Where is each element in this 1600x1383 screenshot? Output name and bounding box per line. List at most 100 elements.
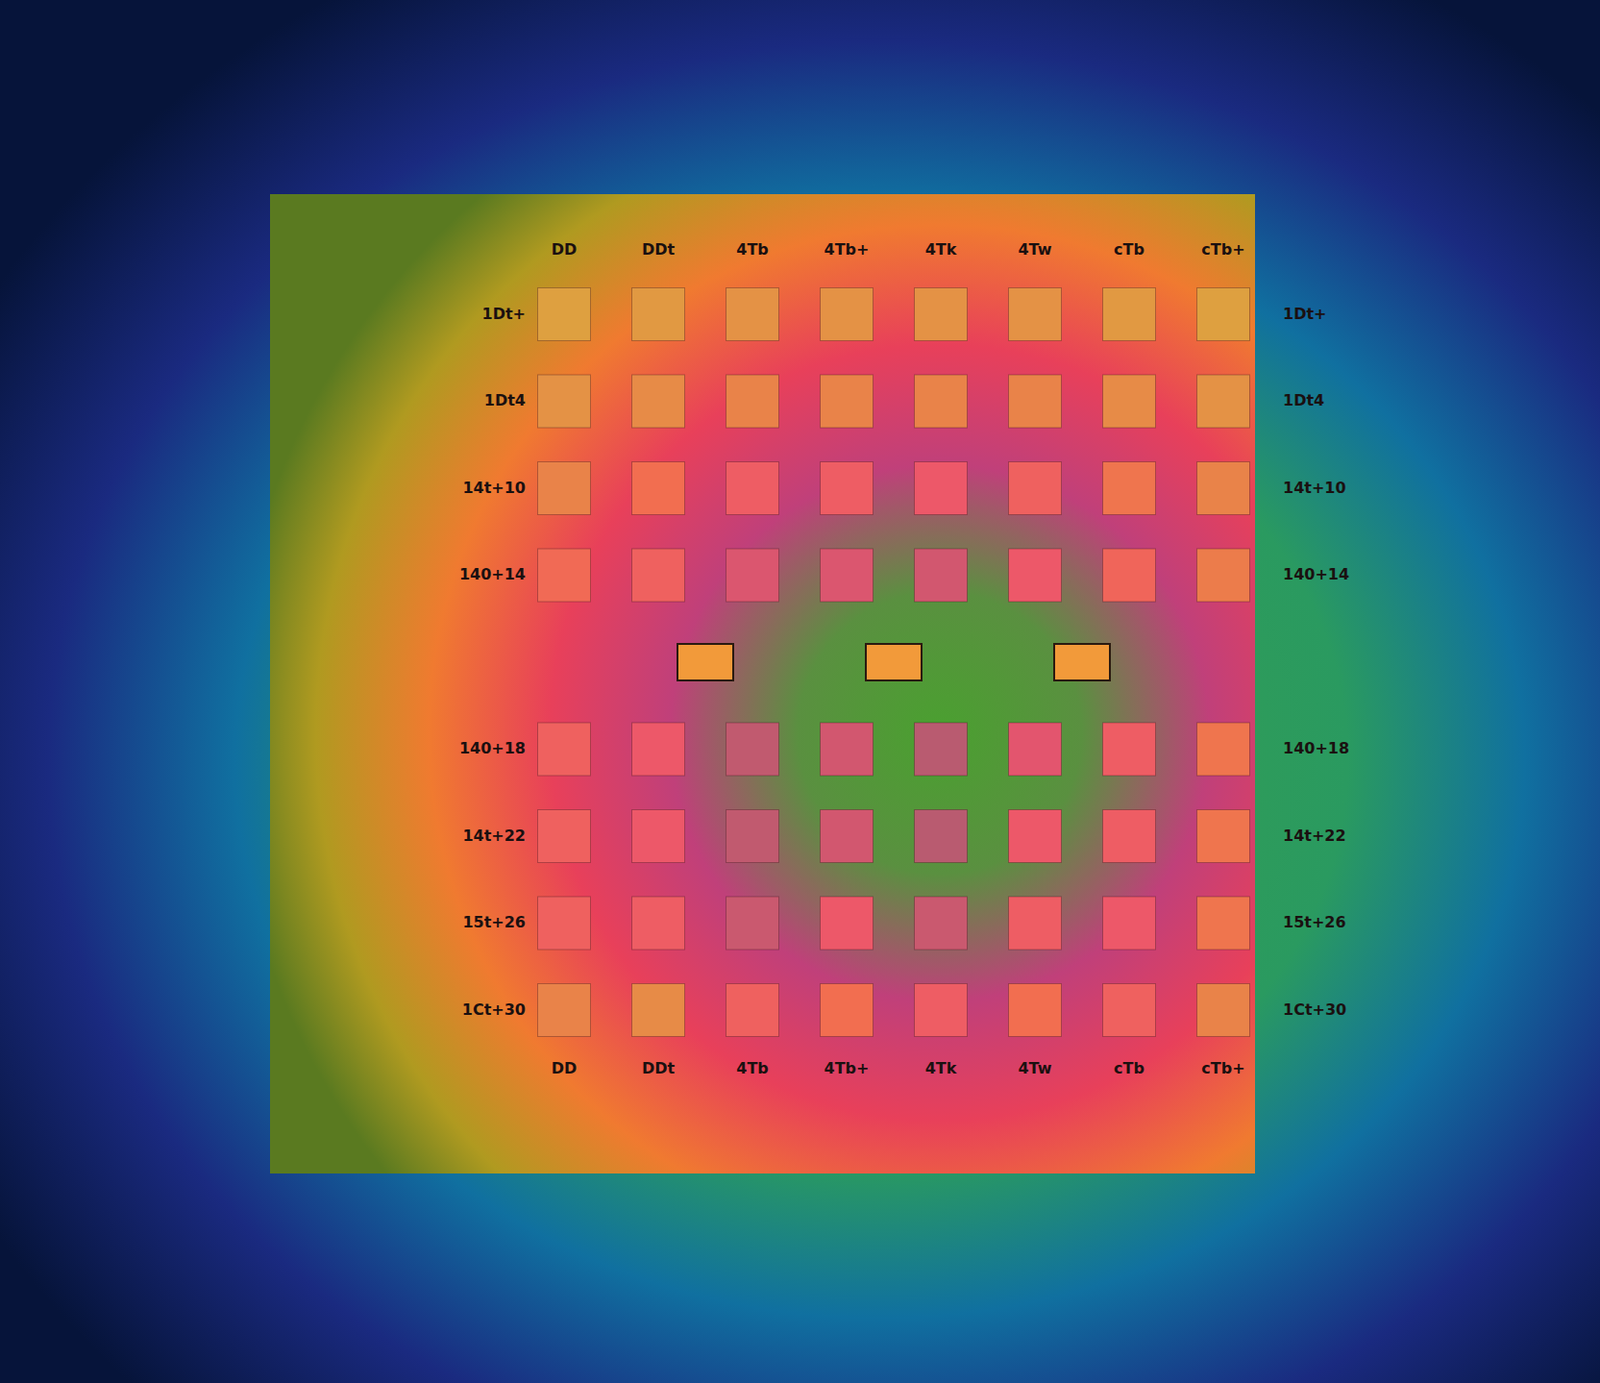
- cell: [632, 374, 686, 428]
- cell: [1103, 722, 1157, 776]
- cell: [1009, 462, 1062, 516]
- cell: [1197, 810, 1251, 863]
- y-tick-label: 14t+22: [462, 826, 526, 845]
- y-tick-label: 140+18: [459, 738, 526, 758]
- cell: [1009, 548, 1062, 602]
- cell: [726, 810, 780, 863]
- y-tick-label: 1Dt+: [1282, 304, 1327, 323]
- x-tick-label: DDt: [641, 1058, 676, 1078]
- cell: [1009, 810, 1062, 863]
- cell: [632, 984, 686, 1037]
- y-tick-label: 140+18: [1282, 738, 1350, 758]
- cell: [820, 984, 874, 1037]
- x-tick-label: 4Tw: [1017, 240, 1052, 259]
- cell: [914, 374, 968, 428]
- cell: [538, 288, 591, 342]
- y-tick-label: 14t+22: [1282, 826, 1347, 845]
- cell: [1103, 810, 1157, 863]
- cell: [1103, 548, 1157, 602]
- cell: [1197, 462, 1251, 516]
- y-tick-label: 140+14: [1282, 565, 1350, 584]
- background: [0, 0, 1600, 1383]
- x-tick-label: 4Tb+: [824, 240, 870, 259]
- y-tick-label: 1Dt4: [1282, 391, 1325, 410]
- cell: [1009, 896, 1062, 950]
- cell: [538, 810, 591, 863]
- y-tick-label: 140+14: [459, 565, 526, 584]
- y-tick-label: 14t+10: [462, 478, 526, 497]
- cell: [632, 722, 686, 776]
- cell: [1009, 984, 1062, 1037]
- cell: [914, 548, 968, 602]
- y-tick-label: 15t+26: [462, 912, 526, 932]
- highlight: [865, 643, 922, 681]
- cell: [1103, 984, 1157, 1037]
- x-tick-label: DD: [551, 240, 578, 259]
- cell: [914, 722, 968, 776]
- cell: [1197, 548, 1251, 602]
- cell: [1197, 288, 1251, 342]
- cell: [538, 374, 591, 428]
- cell: [914, 984, 968, 1037]
- cell: [820, 374, 874, 428]
- cell: [1197, 374, 1251, 428]
- cell: [726, 548, 780, 602]
- x-tick-label: DDt: [641, 240, 676, 259]
- cell: [1103, 896, 1157, 950]
- cell: [632, 462, 686, 516]
- cell: [538, 462, 591, 516]
- panel: [270, 194, 1256, 1174]
- x-tick-label: 4Tw: [1017, 1058, 1052, 1078]
- cell: [1103, 374, 1157, 428]
- cell: [726, 462, 780, 516]
- highlight: [677, 643, 734, 681]
- cell: [632, 548, 686, 602]
- x-tick-label: cTb: [1113, 240, 1145, 259]
- x-tick-label: 4Tk: [925, 240, 958, 259]
- cell: [820, 896, 874, 950]
- cell: [1197, 896, 1251, 950]
- x-tick-label: cTb+: [1201, 1058, 1245, 1078]
- y-tick-label: 1Ct+30: [462, 1000, 526, 1019]
- cell: [914, 896, 968, 950]
- cell: [538, 722, 591, 776]
- cell: [1009, 288, 1062, 342]
- cell: [1009, 374, 1062, 428]
- y-tick-label: 1Ct+30: [1282, 1000, 1347, 1019]
- cell: [1197, 722, 1251, 776]
- x-tick-label: 4Tb: [736, 240, 769, 259]
- cell: [820, 548, 874, 602]
- cell: [726, 896, 780, 950]
- cell: [726, 984, 780, 1037]
- cell: [820, 722, 874, 776]
- cell: [820, 810, 874, 863]
- cell: [914, 810, 968, 863]
- highlight: [1054, 643, 1110, 681]
- chart: DD DDt 4Tb 4Tb+ 4Tk 4Tw cTb cTb+ DD DDt 4Tb 4Tb+ 4Tk…: [0, 0, 1600, 1383]
- y-tick-label: 1Dt+: [482, 304, 526, 323]
- x-tick-label: 4Tb+: [824, 1058, 870, 1078]
- x-tick-label: cTb: [1113, 1058, 1145, 1078]
- cells: [538, 288, 1251, 1037]
- y-tick-label: 15t+26: [1282, 912, 1347, 932]
- y-tick-label: 14t+10: [1282, 478, 1347, 497]
- cell: [726, 722, 780, 776]
- x-tick-label: cTb+: [1201, 240, 1245, 259]
- cell: [726, 374, 780, 428]
- cell: [632, 288, 686, 342]
- cell: [538, 984, 591, 1037]
- cell: [726, 288, 780, 342]
- cell: [632, 810, 686, 863]
- x-tick-label: DD: [551, 1058, 578, 1078]
- cell: [1197, 984, 1251, 1037]
- cell: [1103, 288, 1157, 342]
- cell: [1103, 462, 1157, 516]
- cell: [820, 288, 874, 342]
- cell: [820, 462, 874, 516]
- x-tick-label: 4Tk: [925, 1058, 958, 1078]
- cell: [632, 896, 686, 950]
- cell: [538, 896, 591, 950]
- cell: [1009, 722, 1062, 776]
- x-tick-label: 4Tb: [736, 1058, 769, 1078]
- y-tick-label: 1Dt4: [484, 391, 526, 410]
